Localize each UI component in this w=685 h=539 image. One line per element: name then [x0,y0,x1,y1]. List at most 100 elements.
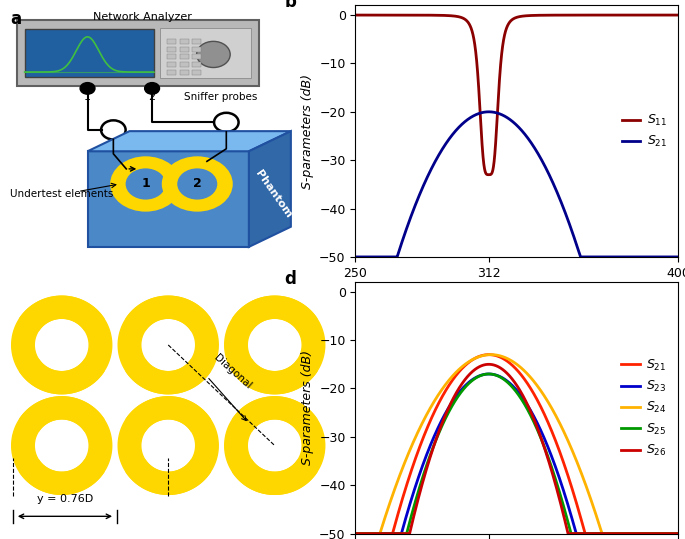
$S_{25}$ [368,530,376,537]
Text: d: d [284,270,297,287]
Bar [166,62,175,67]
$S_{26}$ [665,530,673,537]
$S_{21}$ [351,530,360,537]
Bar [179,39,188,44]
Bar [192,70,201,74]
Polygon shape [12,397,104,494]
Text: y = 0.76D: y = 0.76D [37,494,93,504]
Bar [166,54,175,59]
Y-axis label: S-parameters (dB): S-parameters (dB) [301,350,314,465]
Bar [166,70,175,74]
$S_{24}$ [351,530,360,537]
Bar [192,62,201,67]
$S_{24}$ [606,530,614,537]
Bar [179,47,188,52]
$S_{26}$ [500,367,508,374]
Text: 5: 5 [163,438,173,453]
Line: $S_{26}$: $S_{26}$ [356,364,678,534]
$S_{23}$ [351,530,360,537]
Text: 4: 4 [56,438,67,453]
Bar [192,47,201,52]
Bar [179,70,188,74]
Polygon shape [225,397,317,494]
$S_{24}$ [508,358,516,364]
$S_{24}$ [664,530,673,537]
$S_{25}$ [664,530,673,537]
$S_{23}$ [606,530,614,537]
Text: 2: 2 [163,337,173,353]
$S_{21}$ [508,362,516,369]
Polygon shape [126,296,219,393]
Polygon shape [126,397,219,494]
$S_{24}$ [368,530,376,537]
Bar [16,20,258,86]
Polygon shape [88,151,249,247]
Bar [192,54,201,59]
$S_{25}$ [674,530,682,537]
Text: a: a [10,10,21,29]
Text: 1: 1 [141,177,150,190]
Text: Phantom: Phantom [253,168,293,220]
Polygon shape [119,397,210,494]
$S_{21}$ [674,530,682,537]
$S_{23}$ [485,371,493,377]
$S_{23}$ [508,383,516,389]
$S_{25}$ [665,530,673,537]
Line: $S_{25}$: $S_{25}$ [356,374,678,534]
$S_{23}$ [665,530,673,537]
Line: $S_{23}$: $S_{23}$ [356,374,678,534]
$S_{21}$ [485,351,493,358]
$S_{26}$ [674,530,682,537]
Polygon shape [249,131,291,247]
$S_{26}$ [606,530,614,537]
Text: 1: 1 [84,93,91,102]
Text: Sniffer probes: Sniffer probes [184,93,258,102]
Bar [192,39,201,44]
Polygon shape [232,397,325,494]
Text: 2: 2 [149,93,155,102]
Legend: $S_{21}$, $S_{23}$, $S_{24}$, $S_{25}$, $S_{26}$: $S_{21}$, $S_{23}$, $S_{24}$, $S_{25}$, … [616,353,672,463]
$S_{24}$ [674,530,682,537]
X-axis label: Frequency (MHz): Frequency (MHz) [464,285,570,298]
Bar [25,29,153,77]
$S_{21}$ [368,530,376,537]
Text: b: b [284,0,297,11]
$S_{23}$ [674,530,682,537]
$S_{21}$ [500,356,508,362]
Text: Network Analyzer: Network Analyzer [93,12,192,22]
$S_{24}$ [665,530,673,537]
$S_{23}$ [664,530,673,537]
$S_{25}$ [351,530,360,537]
Text: Diagonal: Diagonal [212,352,253,391]
$S_{23}$ [368,530,376,537]
Polygon shape [19,296,112,393]
Polygon shape [19,397,112,494]
Legend: $S_{11}$, $S_{21}$: $S_{11}$, $S_{21}$ [616,108,672,154]
Line: $S_{21}$: $S_{21}$ [356,355,678,534]
$S_{26}$ [664,530,673,537]
Bar [166,47,175,52]
$S_{23}$ [500,376,508,382]
Circle shape [125,168,166,199]
Circle shape [110,156,181,212]
$S_{26}$ [508,376,516,383]
Circle shape [80,82,95,94]
Polygon shape [12,296,104,393]
Text: 6: 6 [269,438,280,453]
Text: 3: 3 [269,337,280,353]
Bar [179,62,188,67]
Circle shape [177,168,217,199]
Bar [160,28,251,78]
$S_{21}$ [665,530,673,537]
Circle shape [145,82,160,94]
Text: Undertest elements: Undertest elements [10,189,114,199]
Polygon shape [225,296,317,393]
Text: 1: 1 [56,337,67,353]
$S_{25}$ [606,530,614,537]
Bar [179,54,188,59]
Polygon shape [88,131,291,151]
$S_{21}$ [606,530,614,537]
Bar [166,39,175,44]
$S_{25}$ [485,371,493,377]
Circle shape [162,156,233,212]
